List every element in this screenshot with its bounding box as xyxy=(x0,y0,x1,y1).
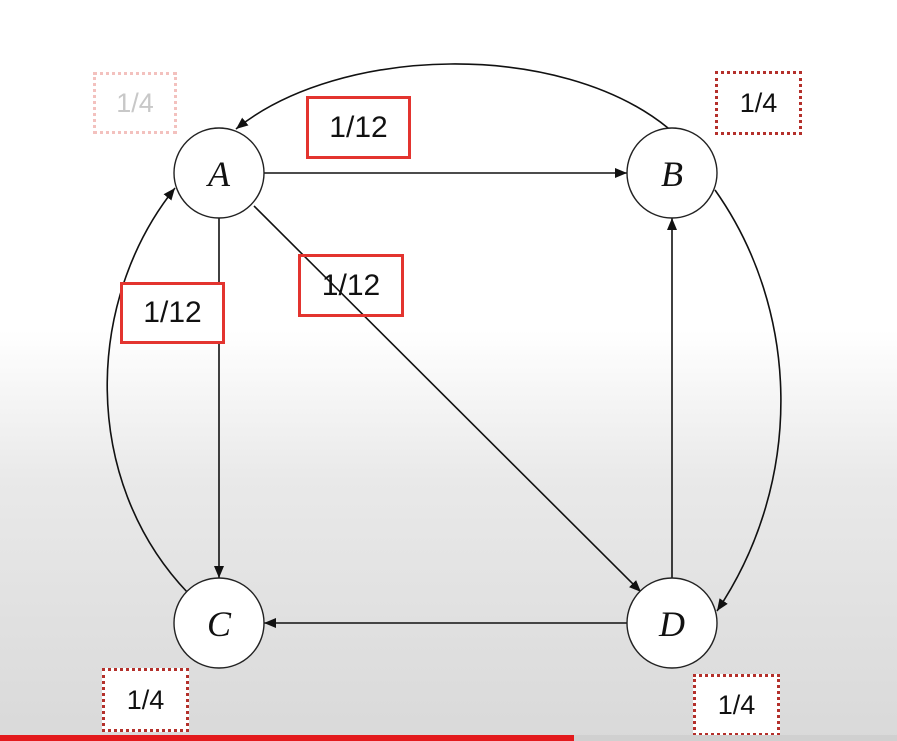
node-a: A xyxy=(173,127,265,219)
edge-weight-a-b: 1/12 xyxy=(306,96,411,159)
edge-a-to-d xyxy=(253,205,642,593)
edge-c-to-a xyxy=(106,187,189,594)
node-value-a: 1/4 xyxy=(93,72,177,134)
node-b: B xyxy=(626,127,718,219)
node-c: C xyxy=(173,577,265,669)
video-progress-fill xyxy=(0,735,575,741)
edge-weight-a-d: 1/12 xyxy=(298,254,404,317)
node-d-label: D xyxy=(658,604,685,644)
video-progress-bar[interactable] xyxy=(0,735,897,741)
node-value-b: 1/4 xyxy=(715,71,802,135)
node-c-label: C xyxy=(207,604,232,644)
edge-b-to-d xyxy=(714,189,782,612)
node-d: D xyxy=(626,577,718,669)
node-value-c: 1/4 xyxy=(102,668,189,732)
edge-weight-a-c: 1/12 xyxy=(120,282,225,344)
node-b-label: B xyxy=(661,154,683,194)
node-a-label: A xyxy=(206,154,231,194)
edge-b-to-a xyxy=(235,63,669,130)
node-value-d: 1/4 xyxy=(693,674,780,736)
